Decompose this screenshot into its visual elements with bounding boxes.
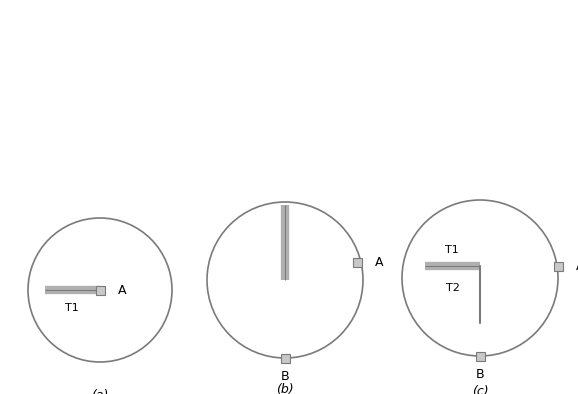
Text: T1: T1 <box>65 303 79 313</box>
Bar <box>353 258 361 266</box>
Text: A: A <box>118 284 127 297</box>
Text: (c): (c) <box>472 385 488 394</box>
Text: (a): (a) <box>91 388 109 394</box>
Bar <box>280 353 290 362</box>
Bar <box>554 262 562 271</box>
Text: (b): (b) <box>276 383 294 394</box>
Text: A: A <box>576 260 578 273</box>
Text: T1: T1 <box>445 245 459 255</box>
Text: T2: T2 <box>446 283 460 293</box>
Text: A: A <box>375 255 383 268</box>
Text: B: B <box>476 368 484 381</box>
Bar <box>476 351 484 361</box>
Text: B: B <box>281 370 290 383</box>
Bar <box>95 286 105 294</box>
